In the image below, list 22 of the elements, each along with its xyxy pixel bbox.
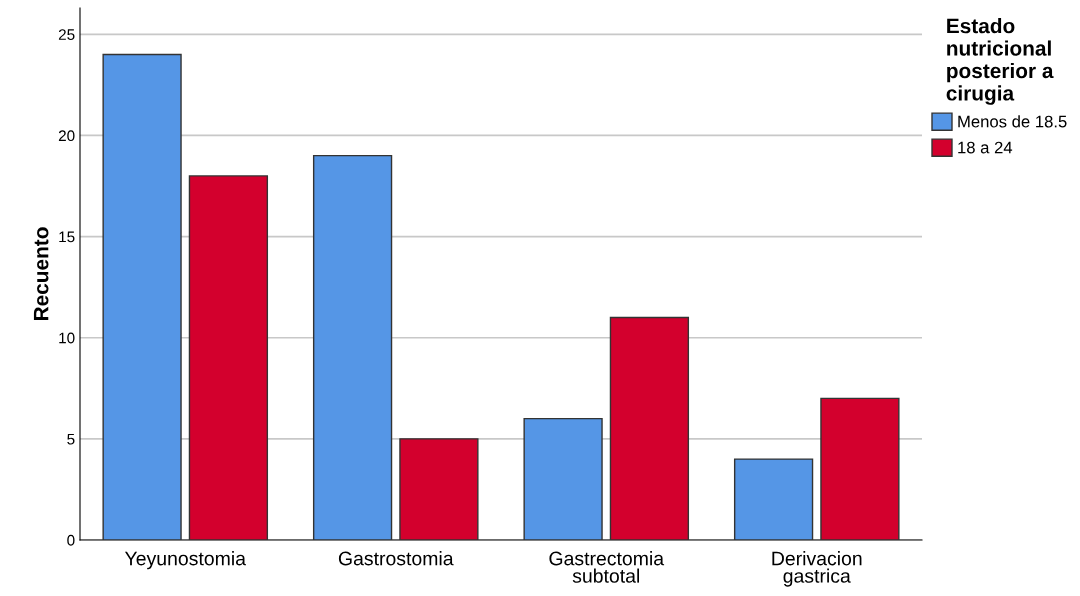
bar [820,397,900,540]
y-tick-label: 20 [58,130,75,142]
bar [609,316,690,540]
y-tick-label: 25 [58,29,75,40]
legend-title: Estado nutricional posterior a cirugia [946,18,1054,105]
bar [188,175,269,540]
x-tick-label: Derivacion gastrica [772,551,862,587]
bar [312,154,393,540]
bar [523,417,603,540]
legend-label: Menos de 18.5 [958,115,1067,128]
y-tick-label: 10 [59,332,75,344]
y-axis-title: Recuento [33,227,49,321]
bar [102,53,182,540]
y-tick-label: 0 [67,534,75,546]
legend-label: 18 a 24 [958,141,1013,154]
bar [399,438,479,540]
y-tick-label: 5 [67,433,75,445]
x-tick-label: Gastrectomia subtotal [549,551,665,583]
x-tick-label: Yeyunostomia [124,551,246,570]
bar [733,458,814,540]
x-tick-label: Gastrostomia [338,551,454,566]
y-tick-label: 15 [59,231,75,243]
